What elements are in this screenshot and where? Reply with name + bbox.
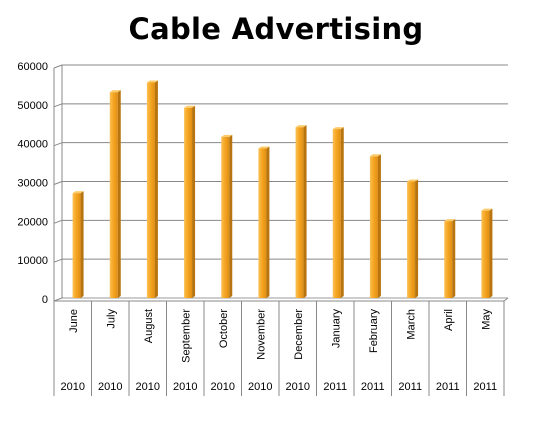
bar — [258, 148, 267, 298]
bar — [332, 129, 341, 298]
bar-top — [369, 154, 381, 157]
x-year-label: 2011 — [323, 381, 347, 393]
bar-side — [303, 125, 307, 298]
x-category-label: September — [180, 309, 192, 363]
bar-side — [415, 179, 419, 298]
bar-may — [481, 208, 493, 298]
x-year-label: 2010 — [248, 381, 272, 393]
bar — [221, 136, 230, 298]
bar — [444, 221, 453, 298]
gridline — [53, 219, 508, 224]
bar-october — [221, 134, 233, 298]
x-year-label: 2011 — [361, 381, 385, 393]
bar-side — [452, 219, 456, 298]
bar-february — [369, 154, 381, 298]
bar-side — [229, 134, 233, 298]
y-axis-tick-labels: 0 10000 20000 30000 40000 50000 60000 — [17, 61, 48, 306]
gridline — [53, 103, 508, 108]
bar-august — [146, 80, 158, 298]
bar — [481, 210, 490, 298]
x-category-label: August — [143, 309, 155, 343]
gridline — [53, 64, 508, 69]
x-year-label: 2010 — [61, 381, 85, 393]
bar-side — [80, 191, 84, 298]
y-tick-label: 40000 — [17, 139, 48, 151]
bar — [72, 193, 81, 298]
bar-january — [332, 127, 344, 298]
gridlines — [53, 64, 508, 302]
bar-top — [258, 146, 270, 149]
bar-march — [407, 179, 419, 298]
bar-november — [258, 146, 270, 298]
bar — [295, 127, 304, 298]
x-category-label: April — [443, 309, 455, 331]
bar-side — [266, 146, 270, 298]
bar-top — [221, 134, 233, 137]
chart-title: Cable Advertising — [128, 12, 424, 46]
y-tick-label: 20000 — [17, 216, 48, 228]
x-year-label: 2011 — [473, 381, 497, 393]
x-year-label: 2011 — [436, 381, 460, 393]
gridline — [53, 258, 508, 263]
bar-april — [444, 219, 456, 298]
y-tick-label: 10000 — [17, 255, 48, 267]
bar-top — [184, 105, 196, 108]
bar-side — [377, 154, 381, 298]
y-tick-label: 60000 — [17, 61, 48, 73]
bar-top — [481, 208, 493, 211]
axes — [53, 65, 509, 302]
bar-top — [109, 90, 121, 93]
bar-top — [72, 191, 84, 194]
bar-side — [154, 80, 158, 298]
x-category-label: November — [255, 309, 267, 360]
bar-top — [444, 219, 456, 222]
bar-side — [340, 127, 344, 298]
bar-top — [407, 179, 419, 182]
x-category-label: March — [405, 309, 417, 340]
x-year-label: 2011 — [398, 381, 422, 393]
y-tick-label: 0 — [42, 294, 48, 306]
x-category-label: May — [480, 309, 492, 330]
x-category-label: January — [330, 309, 342, 349]
bar-top — [295, 125, 307, 128]
bar-side — [489, 208, 493, 298]
gridline — [53, 142, 508, 147]
category-table: June 2010 July 2010 August 2010 September 2010 O… — [53, 301, 505, 396]
x-category-label: October — [218, 309, 230, 348]
x-year-label: 2010 — [98, 381, 122, 393]
bar — [109, 92, 118, 298]
x-category-label: July — [105, 309, 117, 329]
x-category-label: December — [293, 309, 305, 360]
bar-july — [109, 90, 121, 298]
bar — [407, 181, 416, 298]
x-year-label: 2010 — [286, 381, 310, 393]
x-category-label: June — [68, 309, 80, 333]
bars — [72, 80, 493, 298]
bar-june — [72, 191, 84, 298]
x-year-label: 2010 — [173, 381, 197, 393]
y-tick-label: 50000 — [17, 100, 48, 112]
bar-top — [332, 127, 344, 130]
bar-september — [184, 105, 196, 298]
bar — [184, 107, 193, 298]
x-category-label: February — [368, 309, 380, 354]
y-tick-label: 30000 — [17, 178, 48, 190]
bar — [146, 82, 155, 298]
bar-side — [117, 90, 121, 298]
bar — [369, 156, 378, 298]
bar-top — [146, 80, 158, 83]
x-year-label: 2010 — [211, 381, 235, 393]
bar-december — [295, 125, 307, 298]
bar-side — [192, 105, 196, 298]
x-year-label: 2010 — [136, 381, 160, 393]
gridline — [53, 181, 508, 185]
